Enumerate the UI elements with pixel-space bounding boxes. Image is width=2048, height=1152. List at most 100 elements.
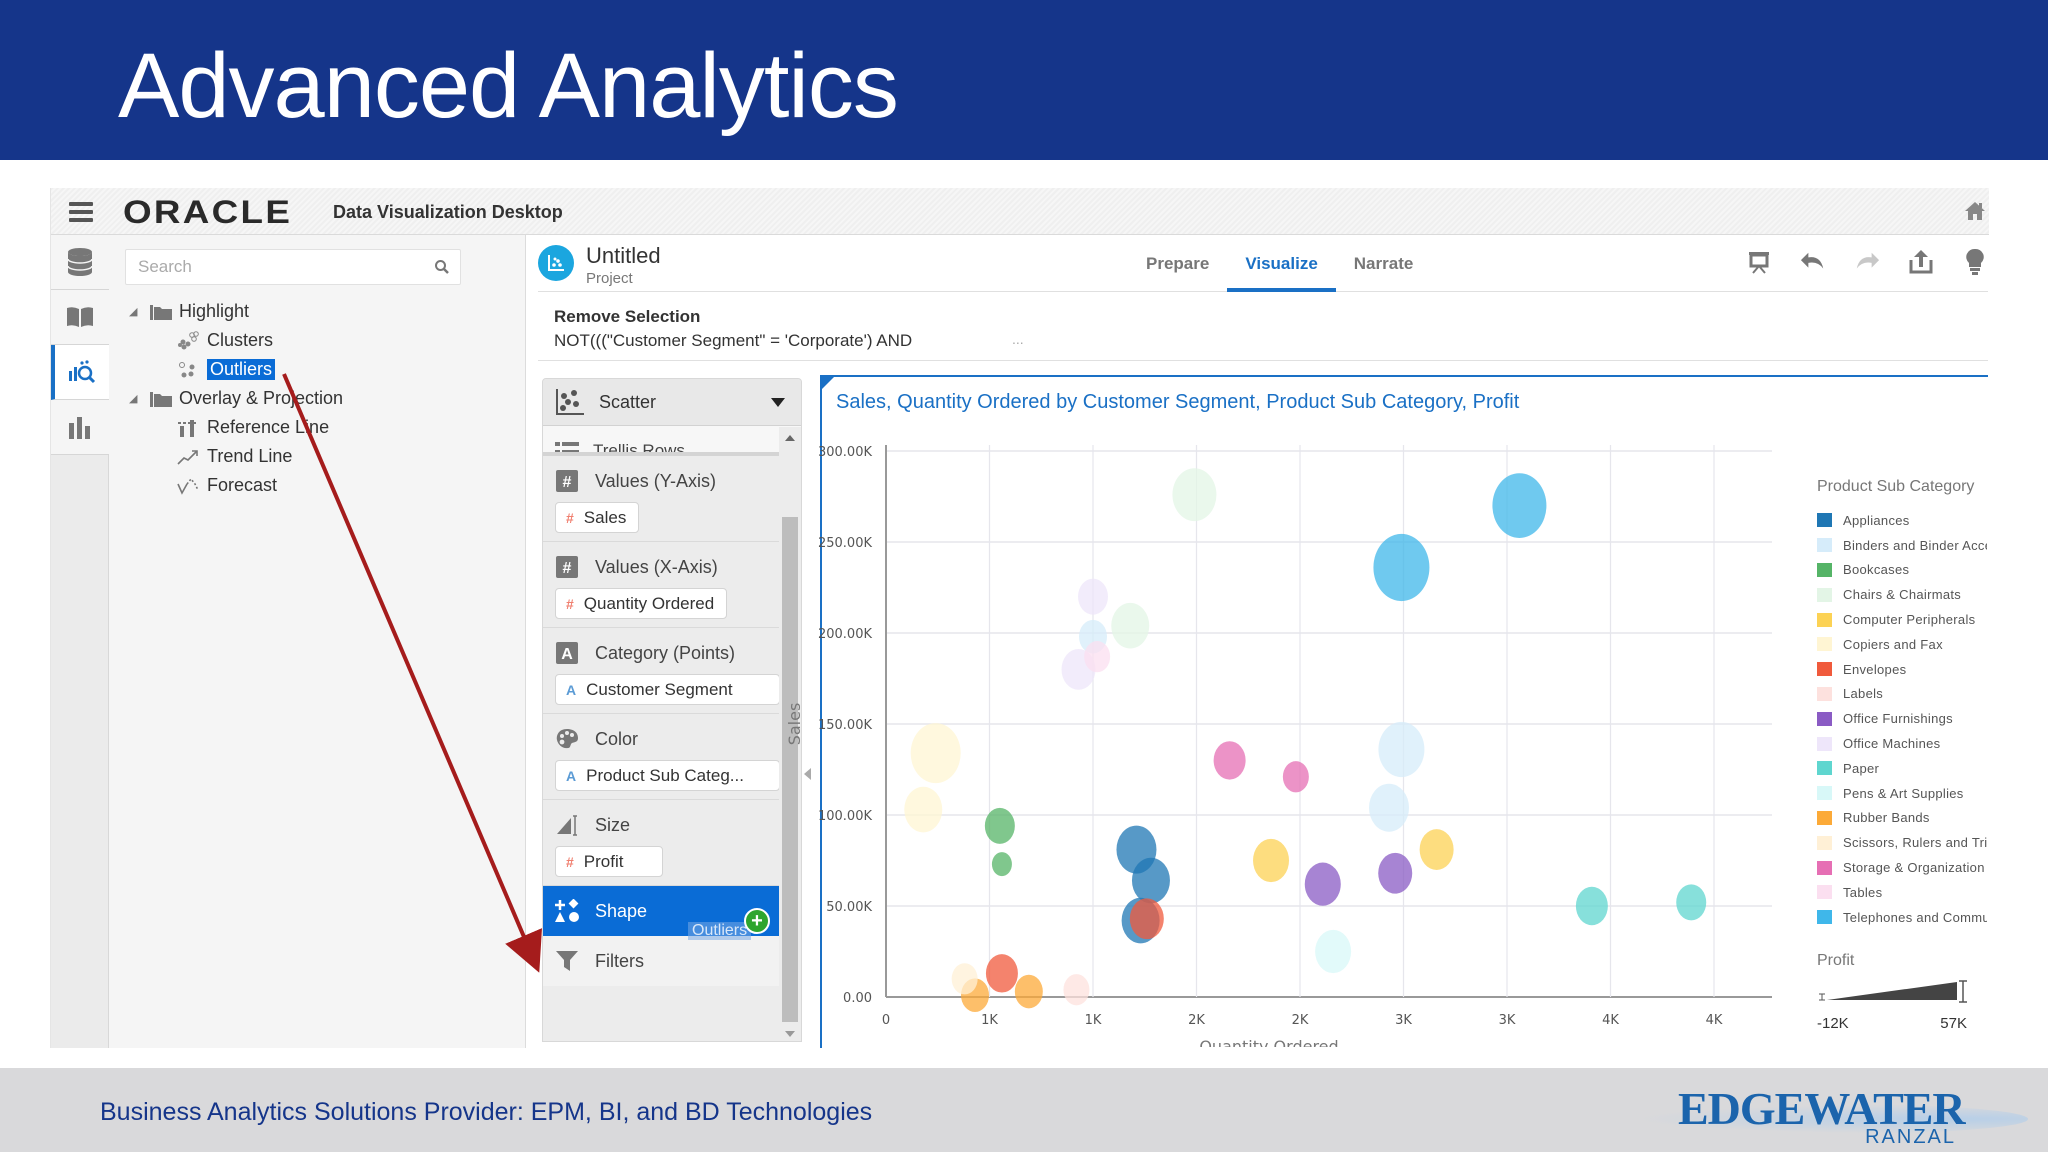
tree-group-highlight[interactable]: ◢ Highlight: [129, 297, 343, 326]
legend-item[interactable]: Envelopes: [1817, 657, 1987, 682]
viz-type-dropdown[interactable]: Scatter: [543, 379, 801, 426]
data-point[interactable]: [1282, 761, 1309, 793]
legend-label: Labels: [1843, 686, 1884, 702]
data-point[interactable]: [984, 807, 1015, 844]
legend-swatch: [1817, 637, 1832, 652]
legend-item[interactable]: Tables: [1817, 880, 1987, 905]
data-point[interactable]: [1014, 974, 1043, 1009]
search-icon[interactable]: [434, 259, 450, 275]
legend-item[interactable]: Office Machines: [1817, 731, 1987, 756]
hamburger-icon[interactable]: [69, 202, 93, 222]
redo-icon[interactable]: [1854, 249, 1880, 275]
rail-analytics-button[interactable]: [51, 345, 109, 400]
data-point[interactable]: [1378, 721, 1425, 778]
legend-item[interactable]: Rubber Bands: [1817, 806, 1987, 831]
data-point[interactable]: [991, 852, 1012, 877]
data-point[interactable]: [1369, 783, 1410, 832]
tree-item-outliers[interactable]: Outliers: [129, 355, 343, 384]
shape-section[interactable]: Shape Outliers +: [543, 886, 780, 940]
search-input[interactable]: [126, 250, 416, 284]
legend-swatch: [1817, 513, 1832, 528]
rail-data-button[interactable]: [51, 235, 109, 290]
data-point[interactable]: [1129, 898, 1164, 940]
number-icon: #: [555, 470, 579, 492]
tree-item-label: Forecast: [207, 475, 278, 495]
trellis-rows-section[interactable]: Trellis Rows: [543, 426, 801, 456]
product-sub-category-pill[interactable]: A Product Sub Categ...: [555, 760, 780, 791]
filters-section[interactable]: Filters: [543, 936, 780, 986]
data-point[interactable]: [910, 723, 961, 784]
legend-item[interactable]: Labels: [1817, 682, 1987, 707]
data-point[interactable]: [951, 963, 978, 995]
data-point[interactable]: [1676, 884, 1707, 921]
tree-item-forecast[interactable]: Forecast: [129, 471, 343, 500]
legend-item[interactable]: Computer Peripherals: [1817, 607, 1987, 632]
chevron-down-icon[interactable]: [771, 398, 785, 407]
present-icon[interactable]: [1746, 249, 1772, 275]
selection-ellipsis[interactable]: ...: [1012, 331, 1024, 347]
svg-text:#: #: [563, 560, 572, 577]
undo-icon[interactable]: [1800, 249, 1826, 275]
legend-item[interactable]: Storage & Organization: [1817, 855, 1987, 880]
legend-item[interactable]: Pens & Art Supplies: [1817, 781, 1987, 806]
data-point[interactable]: [1419, 829, 1454, 870]
legend-item[interactable]: Bookcases: [1817, 558, 1987, 583]
data-point[interactable]: [1172, 468, 1217, 522]
export-icon[interactable]: [1908, 249, 1934, 275]
tab-narrate[interactable]: Narrate: [1353, 254, 1414, 273]
scroll-down-icon[interactable]: [785, 1031, 795, 1037]
customer-segment-pill[interactable]: A Customer Segment: [555, 674, 780, 705]
data-point[interactable]: [1304, 862, 1341, 906]
tab-prepare[interactable]: Prepare: [1146, 254, 1210, 273]
data-point[interactable]: [1373, 533, 1430, 602]
data-point[interactable]: [1111, 602, 1150, 649]
project-name[interactable]: Untitled: [586, 243, 661, 268]
add-plus-icon: +: [744, 908, 770, 934]
insights-icon[interactable]: [1962, 248, 1988, 275]
legend-item[interactable]: Office Furnishings: [1817, 706, 1987, 731]
legend-item[interactable]: Scissors, Rulers and Trimmers: [1817, 830, 1987, 855]
rail-narrate-button[interactable]: [51, 290, 109, 345]
data-point[interactable]: [985, 954, 1018, 993]
collapse-panel-icon[interactable]: [804, 768, 811, 780]
legend-item[interactable]: Paper: [1817, 756, 1987, 781]
data-point[interactable]: [1492, 473, 1547, 538]
scrollbar-thumb[interactable]: [782, 517, 798, 1022]
data-point[interactable]: [1213, 741, 1246, 780]
expand-triangle-icon[interactable]: ◢: [129, 393, 138, 405]
expand-triangle-icon[interactable]: ◢: [129, 306, 138, 318]
canvas-corner-marker: [820, 375, 836, 391]
tab-visualize[interactable]: Visualize: [1227, 235, 1337, 292]
legend-item[interactable]: Appliances: [1817, 508, 1987, 533]
data-point[interactable]: [904, 786, 943, 833]
tree-item-clusters[interactable]: Clusters: [129, 326, 343, 355]
icon-rail: [51, 235, 109, 1048]
y-tick-label: 50.00K: [826, 900, 872, 915]
logo-sub: RANZAL: [1865, 1126, 1956, 1148]
legend-item[interactable]: Copiers and Fax: [1817, 632, 1987, 657]
profit-pill[interactable]: # Profit: [555, 846, 663, 877]
data-point[interactable]: [1131, 857, 1170, 904]
data-point[interactable]: [1063, 974, 1090, 1006]
data-point[interactable]: [1575, 886, 1608, 926]
data-point[interactable]: [1084, 641, 1111, 673]
quantity-ordered-pill[interactable]: # Quantity Ordered: [555, 588, 728, 619]
tree-item-trend-line[interactable]: Trend Line: [129, 442, 343, 471]
svg-text:A: A: [561, 646, 573, 663]
data-point[interactable]: [1253, 838, 1290, 883]
home-icon[interactable]: [1963, 200, 1987, 222]
rail-visualizations-button[interactable]: [51, 400, 109, 455]
scroll-up-icon[interactable]: [785, 435, 795, 441]
sales-pill[interactable]: # Sales: [555, 502, 640, 533]
legend-item[interactable]: Binders and Binder Accessories: [1817, 533, 1987, 558]
slide-title-bar: Advanced Analytics: [0, 0, 2048, 160]
legend-item[interactable]: Chairs & Chairmats: [1817, 582, 1987, 607]
legend-item[interactable]: Telephones and Communication: [1817, 905, 1987, 930]
data-point[interactable]: [1378, 852, 1413, 894]
data-point[interactable]: [1315, 929, 1352, 974]
grammar-scrollbar[interactable]: [779, 427, 801, 1041]
data-point[interactable]: [1078, 578, 1108, 615]
remove-selection-button[interactable]: Remove Selection: [554, 307, 701, 326]
pill-label: Sales: [583, 507, 627, 527]
